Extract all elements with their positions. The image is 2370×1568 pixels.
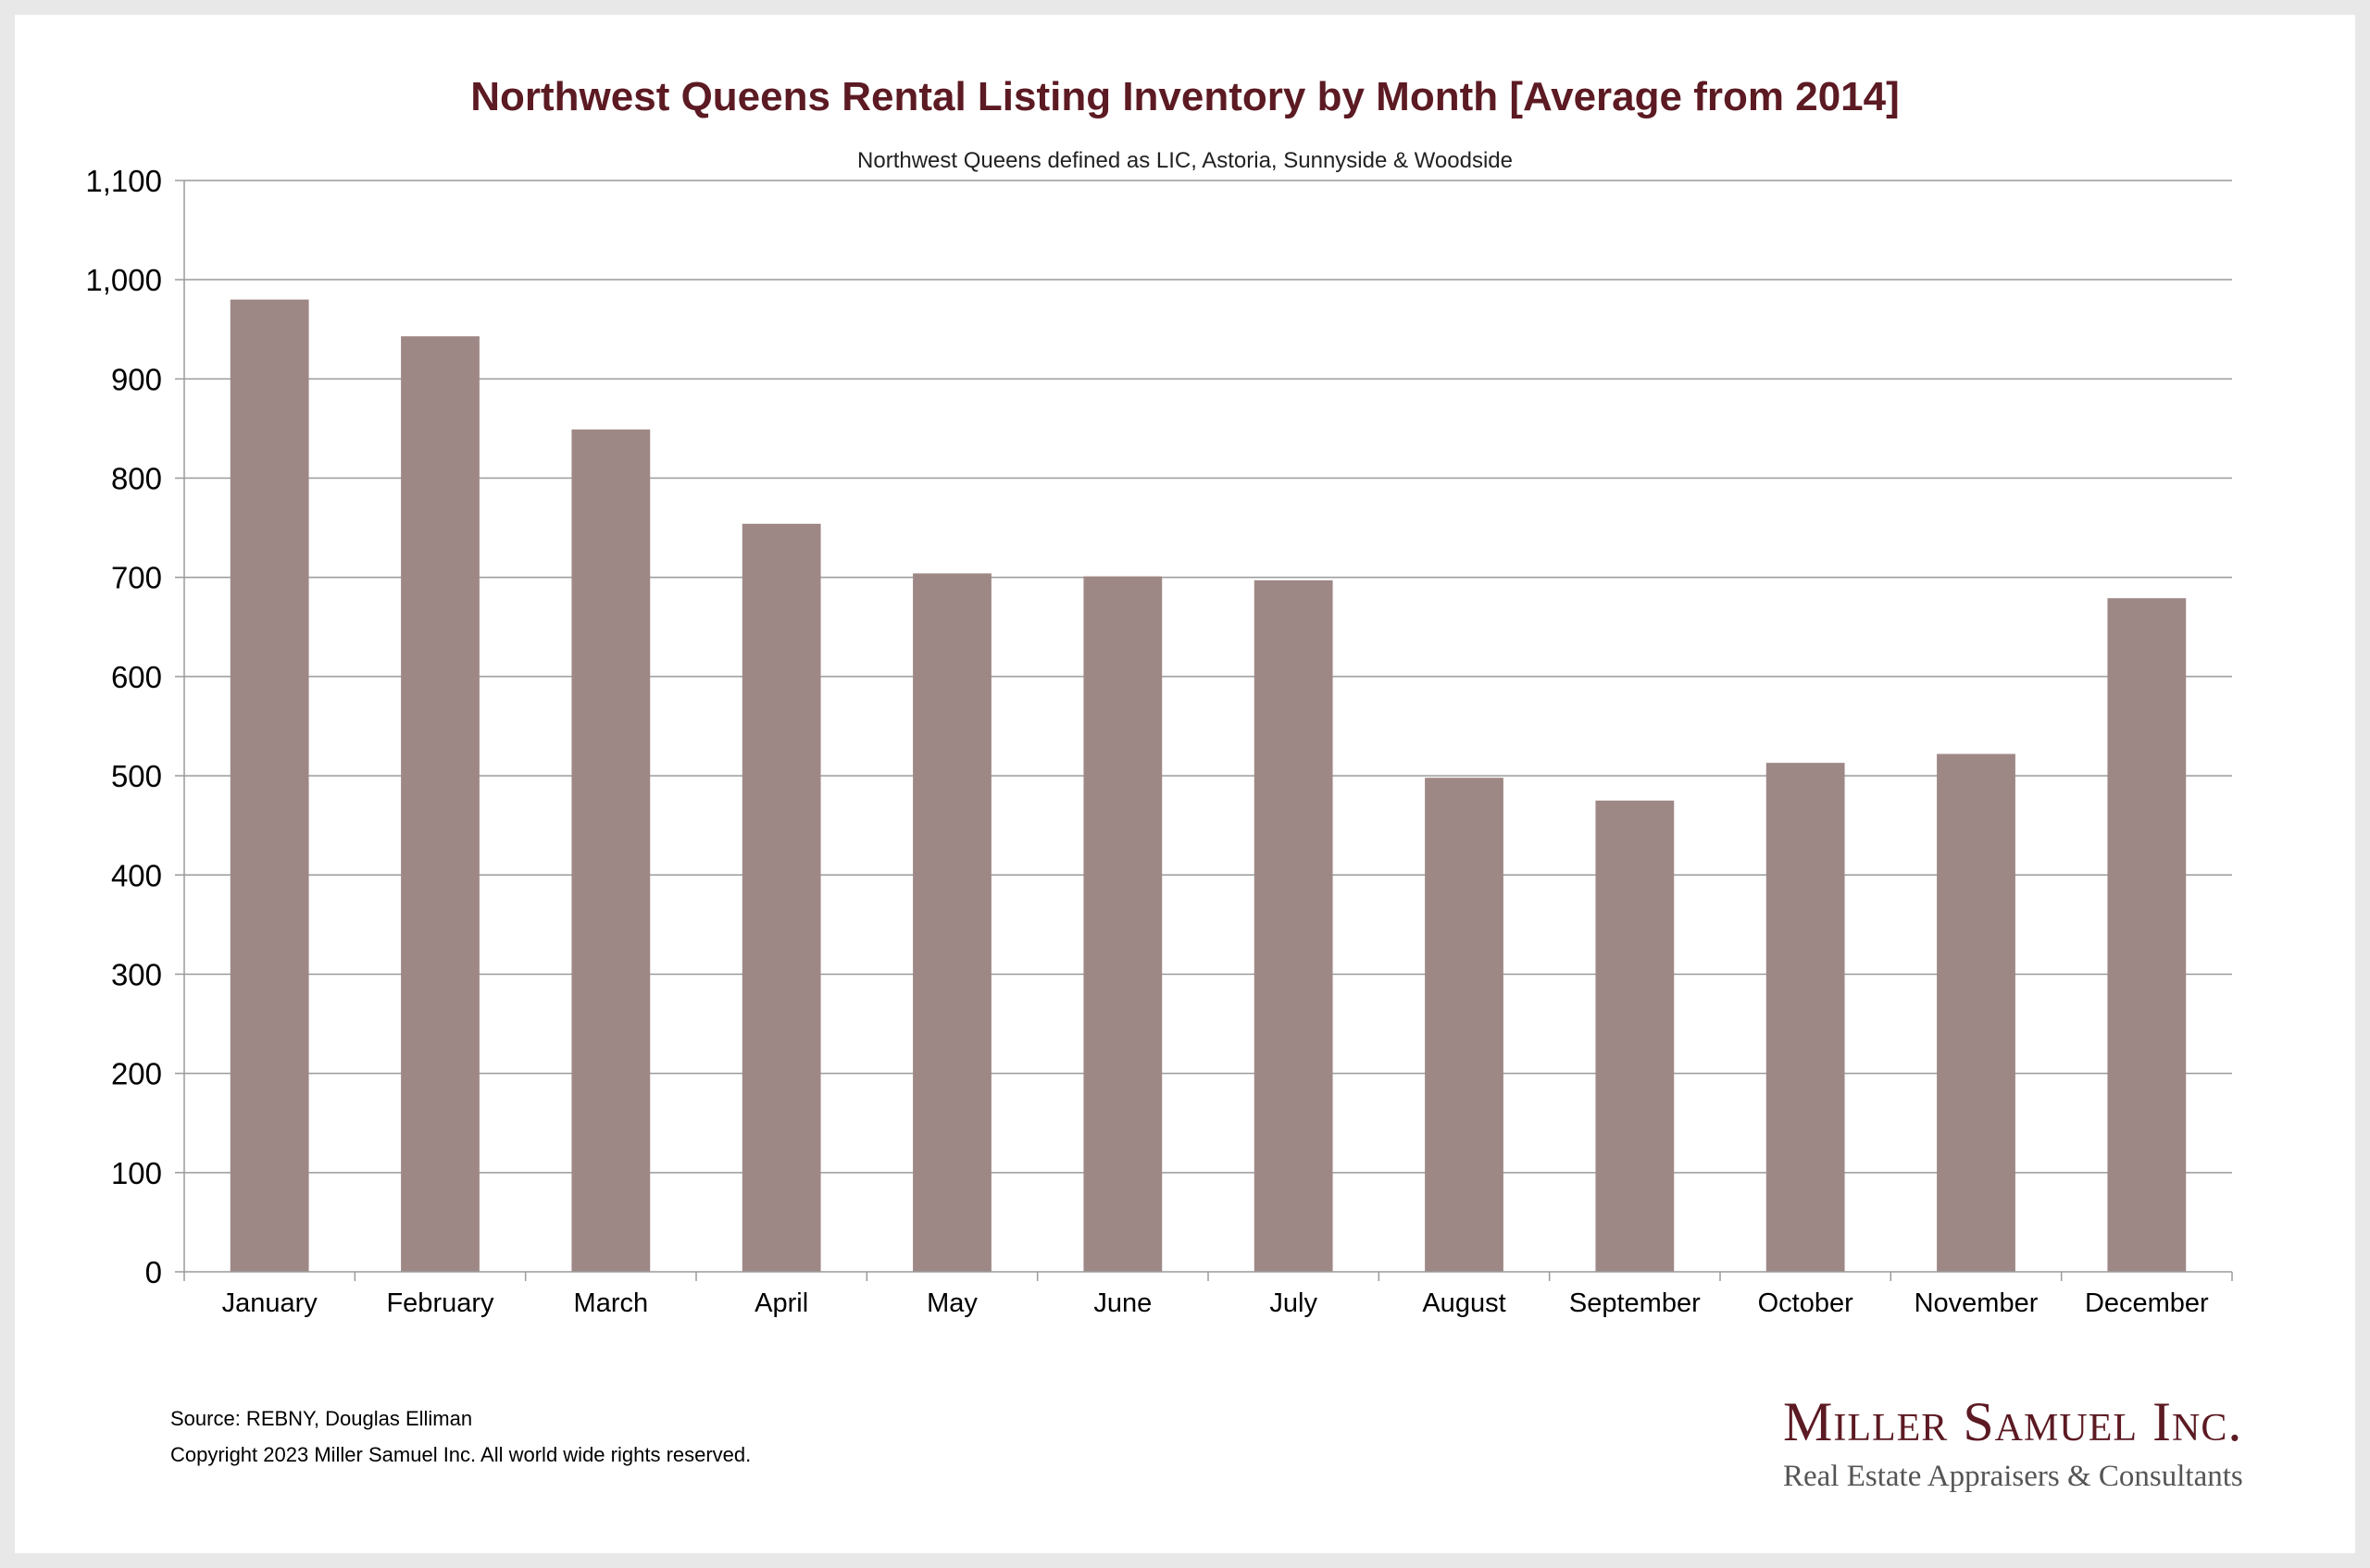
x-tick-labels: January February March April May June July Augu… [222,1288,2209,1318]
x-tick-label: February [386,1288,494,1318]
gridlines [184,180,2232,1174]
bars [230,299,2187,1273]
y-tick-label: 900 [111,362,162,396]
bar-march [571,429,651,1272]
bar-september [1595,800,1675,1272]
y-tick-label: 600 [111,660,162,694]
y-tick-label: 200 [111,1057,162,1091]
bar-december [2107,598,2187,1272]
x-tick-label: September [1569,1288,1701,1318]
bar-february [401,336,480,1272]
chart-subtitle: Northwest Queens defined as LIC, Astoria… [857,148,1513,173]
bar-october [1765,763,1845,1272]
x-tick-label: December [2085,1288,2209,1318]
chart-frame: Northwest Queens Rental Listing Inventor… [15,15,2355,1553]
x-tick-label: January [222,1288,318,1318]
x-tick-label: May [927,1288,978,1318]
y-tick-label: 500 [111,759,162,793]
logo-name: Miller Samuel Inc. [1783,1391,2243,1452]
bar-may [913,573,992,1272]
x-tick-label: October [1758,1288,1853,1318]
y-tick-label: 1,100 [85,164,162,198]
bar-june [1083,576,1163,1272]
bar-november [1937,753,2015,1272]
bar-july [1254,579,1333,1272]
x-tick-label: June [1093,1288,1152,1318]
logo-tagline: Real Estate Appraisers & Consultants [1783,1460,2243,1493]
x-tick-label: July [1269,1288,1317,1318]
copyright-note: Copyright 2023 Miller Samuel Inc. All wo… [170,1443,752,1466]
y-tick-label: 700 [111,561,162,595]
company-logo: Miller Samuel Inc. Real Estate Appraiser… [1783,1390,2274,1494]
y-tick-label: 1,000 [85,263,162,297]
y-tick-label: 800 [111,462,162,496]
bar-april [742,523,821,1272]
chart-title: Northwest Queens Rental Listing Inventor… [470,74,1900,119]
source-note: Source: REBNY, Douglas Elliman [170,1407,473,1430]
y-tick-label: 300 [111,957,162,991]
y-tick-label: 100 [111,1156,162,1190]
x-tick-label: August [1422,1288,1505,1318]
bar-chart: 0 100 200 300 400 500 600 700 800 900 1,000 1,100 J… [85,164,2233,1318]
y-tick-label: 0 [145,1255,162,1289]
y-tick-label: 400 [111,858,162,892]
axes [175,180,2233,1281]
bar-january [230,299,309,1273]
x-tick-label: November [1915,1288,2039,1318]
x-tick-label: April [755,1288,808,1318]
y-tick-labels: 0 100 200 300 400 500 600 700 800 900 1,000 1,100 [85,164,162,1289]
x-tick-label: March [574,1288,649,1318]
bar-august [1425,778,1503,1272]
